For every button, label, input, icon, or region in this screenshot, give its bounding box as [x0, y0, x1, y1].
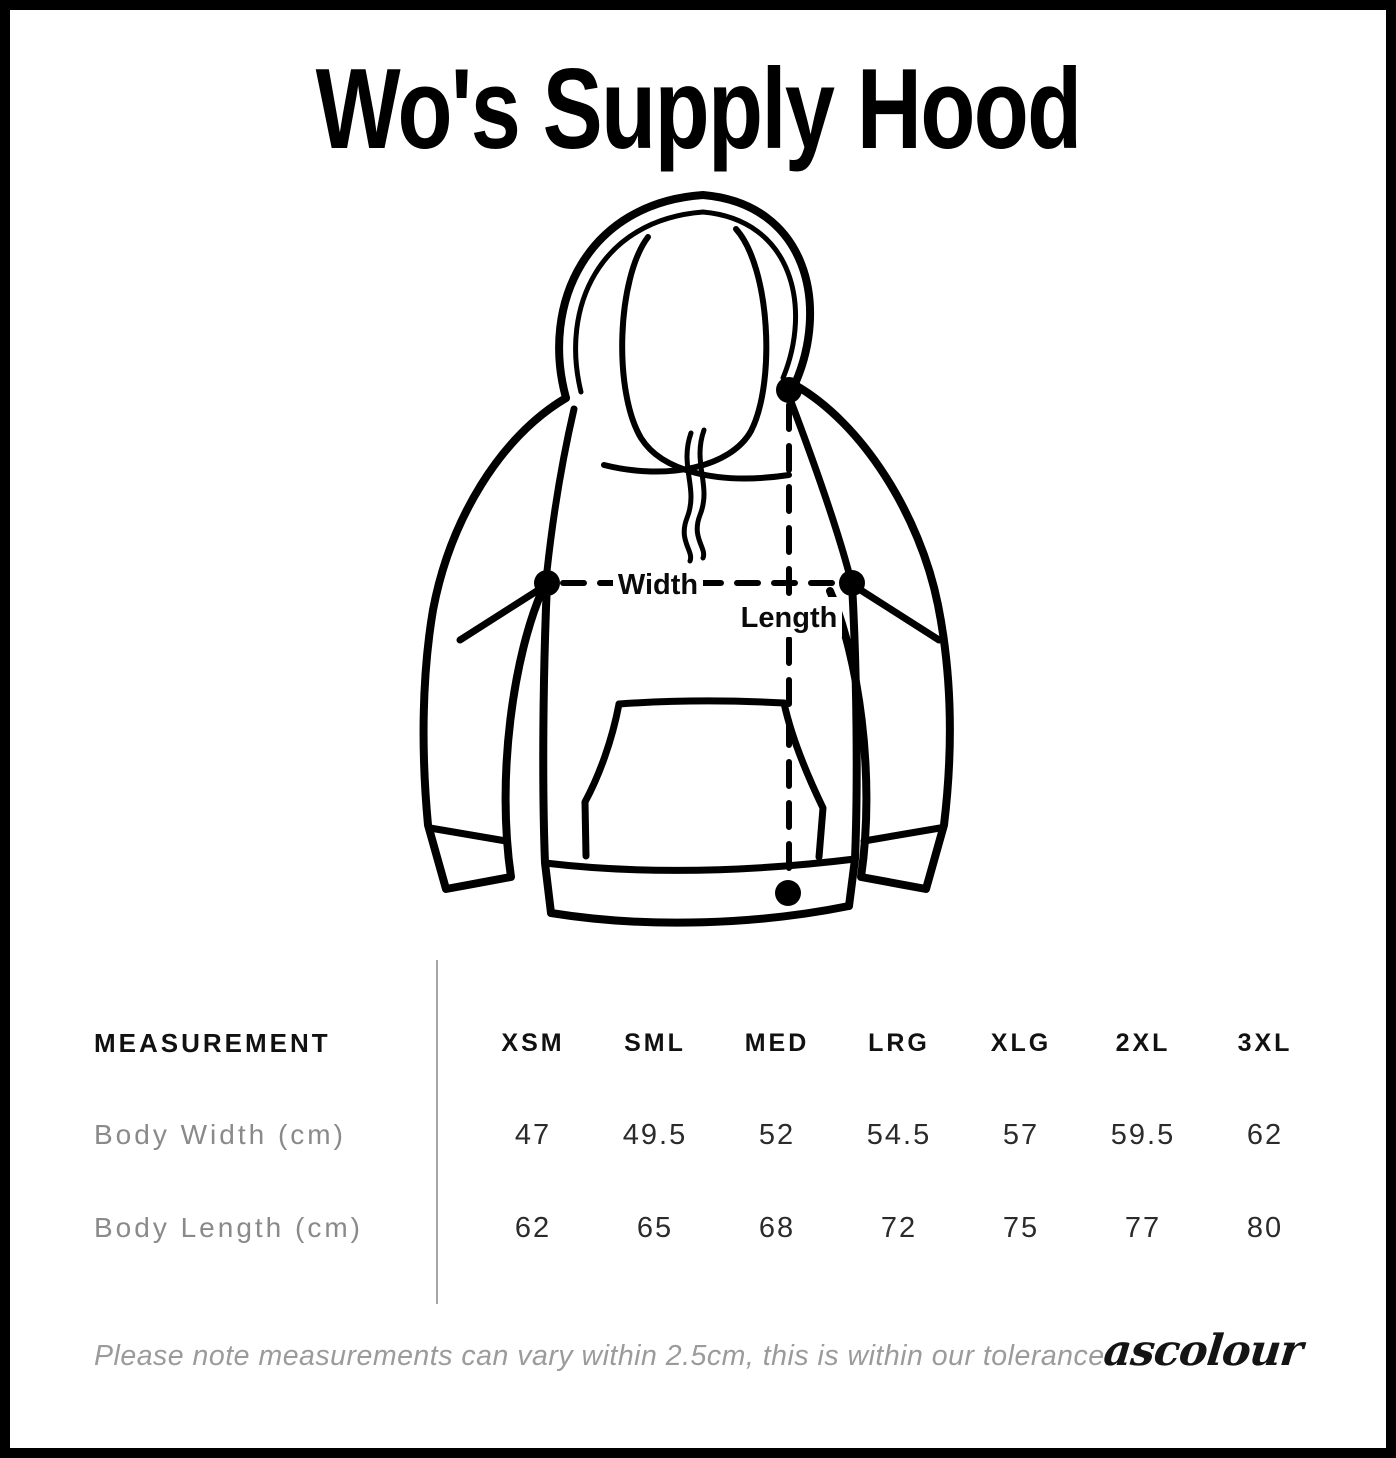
length-label-backdrop: [736, 597, 842, 637]
body-width-lrg: 54.5: [866, 1119, 932, 1151]
hem-bottom-line: [547, 902, 853, 927]
length-label: Length: [741, 602, 838, 634]
pocket-top-edge: [615, 697, 788, 708]
shoulder-dot: [776, 377, 802, 403]
width-label: Width: [618, 569, 698, 601]
body-length-3xl: 80: [1246, 1212, 1284, 1244]
left-underarm-seam: [456, 585, 544, 644]
body-length-xlg: 75: [1002, 1212, 1040, 1244]
body-length-sml: 65: [636, 1212, 674, 1244]
left-armpit-dot: [534, 570, 560, 596]
hood-outer-outline: [555, 191, 815, 402]
body-width-row-label: Body Width (cm): [94, 1119, 346, 1150]
page-title-text: Wo's Supply Hood: [315, 46, 1083, 173]
right-cuff-line: [860, 824, 944, 845]
right-sleeve-outline: [791, 381, 954, 893]
tolerance-note: Please note measurements can vary within…: [94, 1340, 1114, 1372]
hem-dot: [775, 880, 801, 906]
hem-top-line: [541, 855, 859, 874]
table-divider: [436, 960, 438, 1304]
hoodie-diagram: Width Length: [419, 191, 954, 927]
left-raglan-seam: [543, 405, 578, 575]
body-width-2xl: 59.5: [1110, 1119, 1176, 1151]
right-armpit-dot: [839, 570, 865, 596]
body-width-xsm: 47: [514, 1119, 552, 1151]
size-header-xsm: XSM: [501, 1029, 565, 1057]
ascolour-logo: ascolour: [1101, 1326, 1305, 1376]
size-header-3xl: 3XL: [1237, 1029, 1293, 1057]
body-length-lrg: 72: [880, 1212, 918, 1244]
left-sleeve-outline: [419, 394, 570, 893]
hood-opening-right-arc: [601, 226, 770, 475]
body-length-2xl: 77: [1124, 1212, 1162, 1244]
size-header-2xl: 2XL: [1115, 1029, 1171, 1057]
right-raglan-seam: [786, 395, 853, 577]
body-width-sml: 49.5: [622, 1119, 688, 1151]
size-header-med: MED: [744, 1029, 810, 1057]
body-length-xsm: 62: [514, 1212, 552, 1244]
body-width-xlg: 57: [1002, 1119, 1040, 1151]
left-cuff-line: [426, 824, 510, 845]
body-length-med: 68: [758, 1212, 796, 1244]
size-header-xlg: XLG: [990, 1029, 1052, 1057]
width-label-backdrop: [613, 564, 703, 602]
body-width-3xl: 62: [1246, 1119, 1284, 1151]
size-header-sml: SML: [624, 1029, 686, 1057]
hood-inner-rim: [573, 209, 799, 395]
page-title: Wo's Supply Hood: [0, 44, 1396, 175]
pocket-left-edge: [581, 700, 623, 860]
right-underarm-seam: [855, 585, 943, 644]
measurement-header: MEASUREMENT: [94, 1028, 331, 1058]
drawstring-left: [681, 430, 694, 564]
body-width-med: 52: [758, 1119, 796, 1151]
body-left-edge: [539, 579, 555, 917]
pocket-right-edge: [780, 699, 827, 861]
drawstring-right: [694, 427, 707, 561]
body-length-row-label: Body Length (cm): [94, 1212, 363, 1243]
size-header-lrg: LRG: [868, 1029, 930, 1057]
hood-opening-left-arc: [619, 234, 792, 482]
body-right-edge: [845, 579, 861, 910]
